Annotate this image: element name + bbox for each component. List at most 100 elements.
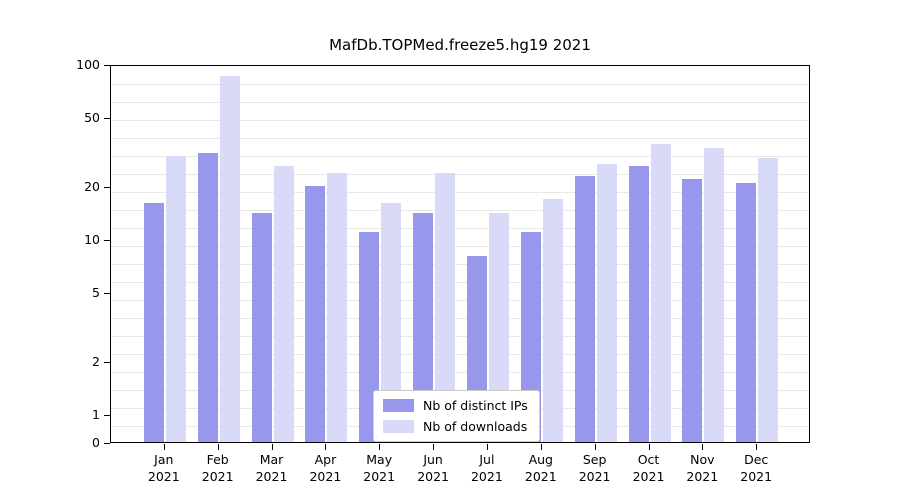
y-tick-label: 10 (84, 232, 100, 247)
legend-swatch-downloads (383, 420, 414, 433)
month-label: Apr (314, 452, 337, 467)
y-tick-mark (104, 443, 110, 444)
month-label: Jan (154, 452, 174, 467)
y-tick-label: 50 (84, 109, 100, 125)
bar-distinct-ips-dec (736, 182, 757, 442)
y-tick-label: 0 (92, 435, 100, 450)
bar-downloads-feb (219, 76, 240, 442)
x-tick-mark (486, 444, 488, 450)
x-tick-label-jul: Jul 2021 (455, 452, 519, 485)
x-tick-mark (379, 444, 381, 450)
gridline (111, 354, 809, 355)
bar-downloads-nov (704, 148, 725, 442)
bar-distinct-ips-aug (520, 231, 541, 442)
bar-downloads-may (381, 203, 402, 442)
month-label: May (366, 452, 393, 467)
legend: Nb of distinct IPs Nb of downloads (373, 390, 540, 442)
month-label: Sep (582, 452, 607, 467)
x-tick-mark (702, 444, 704, 450)
x-tick-label-jun: Jun 2021 (401, 452, 465, 485)
bar-downloads-jun (435, 172, 456, 442)
x-tick-label-may: May 2021 (347, 452, 411, 485)
gridline (111, 138, 809, 139)
month-label: Jul (479, 452, 495, 467)
bar-downloads-jul (488, 213, 509, 442)
gridline (111, 102, 809, 103)
x-tick-label-aug: Aug 2021 (509, 452, 573, 485)
x-tick-label-apr: Apr 2021 (293, 452, 357, 485)
x-tick-label-jan: Jan 2021 (132, 452, 196, 485)
y-tick-label: 1 (92, 407, 100, 422)
gridline (111, 318, 809, 319)
legend-label: Nb of distinct IPs (423, 398, 528, 413)
legend-swatch-distinct-ips (383, 399, 414, 412)
year-label: 2021 (147, 468, 180, 484)
bar-distinct-ips-jun (413, 213, 434, 442)
x-tick-label-feb: Feb 2021 (186, 452, 250, 485)
bar-distinct-ips-mar (251, 213, 272, 442)
year-label: 2021 (309, 468, 342, 484)
month-label: Aug (528, 452, 553, 467)
gridline (111, 264, 809, 265)
gridline (111, 174, 809, 175)
x-tick-mark (163, 444, 165, 450)
x-tick-label-oct: Oct 2021 (617, 452, 681, 485)
bar-downloads-dec (758, 158, 779, 442)
month-label: Jun (423, 452, 443, 467)
year-label: 2021 (201, 468, 234, 484)
gridline (111, 84, 809, 85)
month-label: Oct (637, 452, 660, 467)
bar-downloads-jan (165, 155, 186, 442)
year-label: 2021 (686, 468, 719, 484)
year-label: 2021 (417, 468, 449, 484)
month-label: Nov (690, 452, 715, 467)
bar-distinct-ips-sep (574, 175, 595, 442)
year-label: 2021 (632, 468, 665, 484)
bar-distinct-ips-feb (197, 153, 218, 442)
year-label: 2021 (470, 468, 503, 484)
gridline (111, 210, 809, 211)
bar-distinct-ips-oct (628, 166, 649, 442)
x-tick-mark (540, 444, 542, 450)
chart-title: MafDb.TOPMed.freeze5.hg19 2021 (329, 36, 591, 54)
gridline (111, 372, 809, 373)
y-tick-label: 5 (92, 284, 100, 300)
bar-downloads-oct (650, 143, 671, 442)
y-tick-label: 2 (92, 354, 100, 370)
x-tick-mark (756, 444, 758, 450)
bar-distinct-ips-apr (305, 186, 326, 442)
y-tick-label: 100 (76, 57, 100, 72)
x-tick-mark (271, 444, 273, 450)
gridline (111, 336, 809, 337)
bar-downloads-mar (273, 166, 294, 442)
bar-downloads-sep (596, 163, 617, 442)
legend-label: Nb of downloads (423, 419, 528, 434)
year-label: 2021 (255, 468, 288, 484)
x-tick-mark (594, 444, 596, 450)
x-tick-mark (648, 444, 650, 450)
month-label: Feb (206, 452, 229, 467)
gridline (111, 228, 809, 229)
x-tick-mark (433, 444, 435, 450)
month-label: Dec (744, 452, 769, 467)
gridline (111, 300, 809, 301)
bar-distinct-ips-jan (143, 203, 164, 442)
year-label: 2021 (363, 468, 396, 484)
gridline (111, 282, 809, 283)
year-label: 2021 (740, 468, 773, 484)
legend-item: Nb of downloads (383, 419, 528, 434)
year-label: 2021 (524, 468, 557, 484)
bar-distinct-ips-nov (682, 179, 703, 442)
bar-distinct-ips-may (359, 231, 380, 442)
gridline (111, 192, 809, 193)
gridline (111, 120, 809, 121)
bar-downloads-aug (542, 198, 563, 442)
x-tick-label-mar: Mar 2021 (240, 452, 304, 485)
plot-area: Nb of distinct IPs Nb of downloads (110, 65, 810, 443)
bar-downloads-apr (327, 172, 348, 442)
month-label: Mar (259, 452, 284, 467)
x-tick-mark (325, 444, 327, 450)
gridline (111, 246, 809, 247)
gridline (111, 156, 809, 157)
